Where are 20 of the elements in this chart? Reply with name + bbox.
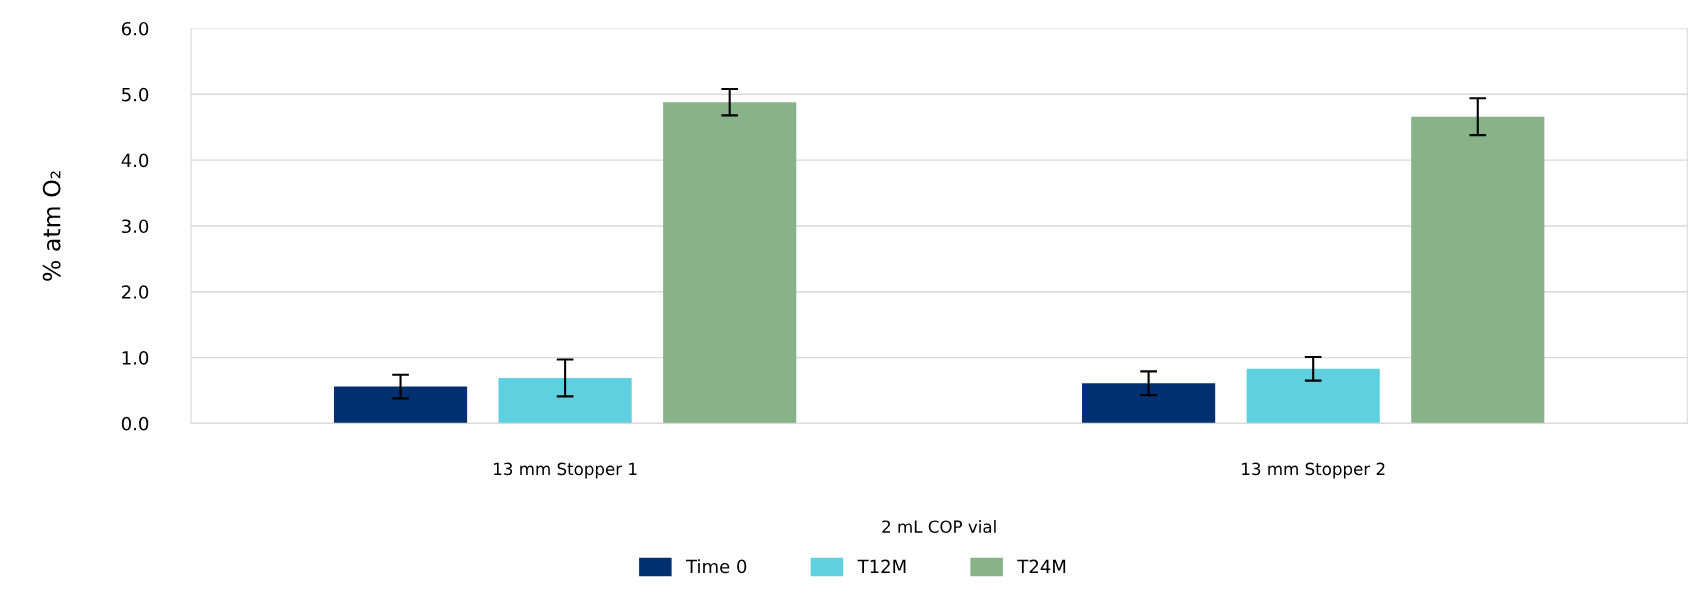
y-tick-label: 0.0	[121, 416, 149, 431]
legend-label: Time 0	[686, 559, 747, 574]
y-tick-label: 3.0	[122, 219, 149, 234]
y-tick-label: 2.0	[122, 285, 149, 299]
x-tick-label: 13 mm Stopper 2	[1242, 462, 1385, 479]
y-tick-label: 4.0	[121, 153, 149, 168]
bar	[1246, 368, 1380, 424]
x-axis-title: 2 mL COP vial	[882, 520, 996, 533]
bar	[333, 386, 468, 424]
x-tick-label: 13 mm Stopper 1	[494, 462, 637, 479]
bar	[663, 102, 797, 424]
y-axis-title: % atm O₂	[42, 171, 61, 281]
legend-label: T12M	[857, 559, 906, 573]
legend-label: T24M	[1017, 559, 1066, 573]
y-tick-label: 6.0	[121, 21, 149, 36]
y-tick-label: 1.0	[122, 351, 149, 365]
bar	[498, 377, 632, 424]
y-tick-label: 5.0	[122, 87, 149, 102]
bar	[1411, 116, 1545, 424]
bar	[1082, 383, 1216, 424]
